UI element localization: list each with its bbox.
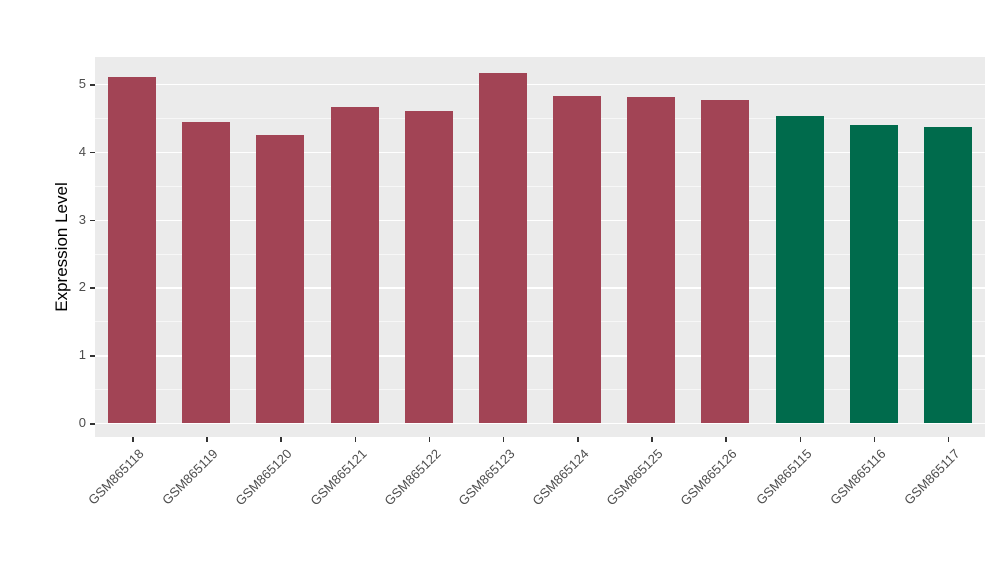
x-tick-mark [502, 437, 505, 442]
y-tick-label: 5 [78, 76, 86, 91]
x-tick-label: GSM865126 [677, 446, 741, 509]
major-gridline [95, 219, 985, 221]
major-gridline [95, 423, 985, 425]
minor-gridline [95, 185, 985, 187]
x-tick-mark [132, 437, 134, 442]
x-tick-mark [873, 437, 876, 442]
major-gridline [95, 355, 985, 357]
y-tick-label: 4 [78, 143, 86, 159]
y-tick-mark [90, 84, 95, 86]
x-tick-mark [577, 437, 579, 442]
y-tick-label: 3 [78, 211, 86, 227]
x-tick-label: GSM865116 [826, 446, 889, 508]
minor-gridline [95, 253, 985, 255]
x-tick-label: GSM865118 [85, 446, 147, 508]
bar [404, 111, 453, 423]
plot-panel [95, 57, 985, 437]
y-tick-mark [90, 423, 95, 425]
minor-gridline [95, 117, 985, 119]
bar [849, 125, 898, 423]
minor-gridline [95, 321, 985, 322]
bar [553, 95, 602, 423]
bar [701, 100, 750, 423]
major-gridline [95, 151, 985, 154]
x-tick-label: GSM865115 [752, 446, 815, 508]
y-tick-label: 2 [78, 279, 86, 295]
x-tick-mark [651, 437, 653, 442]
x-tick-label: GSM865125 [603, 446, 666, 509]
bar [478, 73, 527, 423]
x-tick-mark [280, 437, 282, 442]
y-tick-mark [90, 355, 95, 357]
x-tick-mark [799, 437, 802, 442]
x-tick-label: GSM865122 [381, 446, 444, 509]
x-tick-label: GSM865121 [306, 446, 370, 509]
x-tick-label: GSM865119 [159, 446, 221, 508]
x-tick-label: GSM865120 [232, 446, 296, 509]
bar [627, 96, 676, 423]
bar [923, 126, 972, 423]
y-tick-mark [90, 151, 95, 154]
y-tick-mark [90, 287, 95, 289]
x-tick-mark [428, 437, 431, 442]
y-tick-label: 0 [78, 415, 86, 430]
y-tick-label: 1 [78, 347, 86, 363]
bar [330, 107, 379, 423]
minor-gridline [95, 389, 985, 390]
bar [182, 121, 231, 423]
major-gridline [95, 84, 985, 86]
x-tick-label: GSM865117 [900, 446, 963, 508]
x-tick-label: GSM865124 [529, 446, 592, 509]
bar [108, 77, 157, 423]
bar [775, 115, 824, 423]
x-tick-mark [947, 437, 950, 442]
y-tick-mark [90, 219, 95, 222]
x-tick-label: GSM865123 [455, 446, 518, 509]
x-tick-mark [354, 437, 357, 442]
x-tick-mark [206, 437, 208, 442]
x-tick-mark [725, 437, 727, 442]
bar [256, 134, 305, 423]
major-gridline [95, 287, 985, 289]
